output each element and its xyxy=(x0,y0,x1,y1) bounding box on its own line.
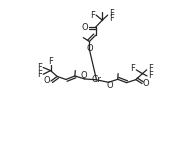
Text: F: F xyxy=(37,70,42,79)
Text: F: F xyxy=(109,14,114,23)
Text: F: F xyxy=(148,71,153,80)
Text: O: O xyxy=(106,81,113,90)
Text: O: O xyxy=(143,79,150,88)
Text: O: O xyxy=(86,44,93,53)
Text: O: O xyxy=(43,76,50,86)
Text: F: F xyxy=(130,64,135,73)
Text: F: F xyxy=(148,64,153,73)
Text: F: F xyxy=(90,11,95,20)
Text: F: F xyxy=(37,63,42,72)
Text: Cr: Cr xyxy=(91,75,102,84)
Text: F: F xyxy=(109,9,114,18)
Text: O: O xyxy=(80,71,87,80)
Text: O: O xyxy=(82,23,88,32)
Text: F: F xyxy=(48,57,53,66)
